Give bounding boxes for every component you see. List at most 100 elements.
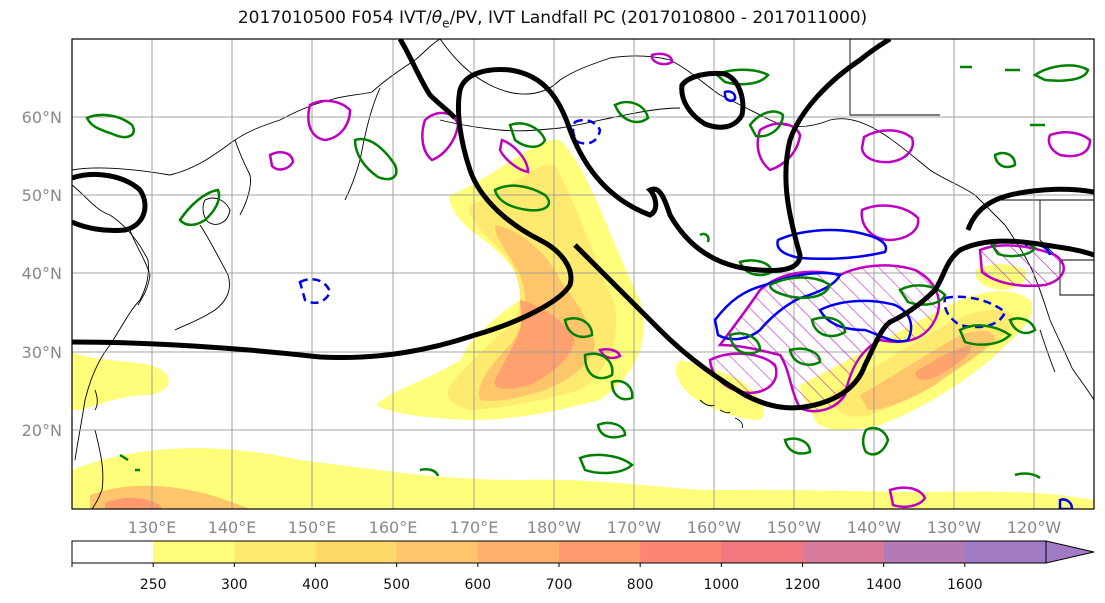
- te-blob-9: [596, 421, 627, 439]
- map-frame: [71, 38, 1095, 510]
- te-blob-3: [353, 137, 398, 181]
- map-plot-area: [72, 39, 1094, 509]
- ivt-250-tropics: [72, 448, 1094, 509]
- colorbar-segment: [477, 541, 560, 563]
- colorbar-segment: [964, 541, 1047, 563]
- colorbar-segment: [802, 541, 885, 563]
- lon-label: 150°E: [288, 518, 337, 537]
- ivt-600-tropics: [105, 497, 162, 509]
- title-suffix: /PV, IVT Landfall PC (2017010800 - 20170…: [449, 8, 868, 28]
- colorbar-label: 700: [546, 577, 573, 593]
- lat-label: 40°N: [22, 264, 62, 283]
- te-blob-6: [563, 317, 594, 339]
- colorbar-segment: [396, 541, 479, 563]
- colorbar-segment: [883, 541, 966, 563]
- lon-label: 160°E: [369, 518, 418, 537]
- te-blob-27: [960, 65, 1045, 127]
- pc-pos-blob-2: [860, 204, 920, 242]
- coast-aleutians: [439, 107, 681, 132]
- colorbar-label: 1200: [785, 577, 821, 593]
- pc-pos-blob-7: [498, 138, 530, 174]
- colorbar-label: 600: [464, 577, 491, 593]
- coast-asia-east: [72, 184, 149, 461]
- gridlines: [72, 39, 1094, 509]
- colorbar-label: 1400: [866, 577, 902, 593]
- colorbar-segment: [640, 541, 722, 563]
- pc-neg-blob-3: [818, 299, 913, 343]
- pv-contours: [72, 39, 1094, 411]
- te-blob-25: [993, 151, 1017, 169]
- ivt-250-mid-patch: [675, 360, 764, 420]
- pc-pos-blob-10: [650, 52, 674, 66]
- pc-pos-blob-3: [1047, 131, 1092, 158]
- lat-label: 30°N: [22, 343, 62, 362]
- ivt-250-west-edge: [72, 352, 169, 410]
- pv-contour-trough: [573, 238, 1094, 411]
- pv-contour-ne: [965, 186, 1094, 231]
- pc-pos-blob-1: [860, 129, 915, 164]
- lon-label: 140°W: [847, 518, 902, 537]
- te-blob-17: [728, 332, 762, 355]
- ivt-600-ar-east: [915, 345, 971, 380]
- te-blob-28: [1014, 472, 1041, 480]
- te-blob-5: [508, 122, 547, 148]
- colorbar-label: 1000: [704, 577, 740, 593]
- colorbar-label: 300: [221, 577, 248, 593]
- lon-label: 150°W: [767, 518, 822, 537]
- colorbar-extend-arrow: [1045, 540, 1095, 564]
- lon-label: 180°W: [527, 518, 582, 537]
- colorbar-label: 800: [627, 577, 654, 593]
- coast-korea: [129, 229, 151, 306]
- negative-pc-contours: [298, 90, 1074, 509]
- pc-neg-blob-5: [298, 278, 332, 304]
- lat-label: 60°N: [22, 108, 62, 127]
- colorbar-segment: [721, 541, 803, 563]
- coast-okhotsk: [234, 139, 251, 216]
- colorbar-segment: [315, 541, 398, 563]
- te-blob-23: [783, 437, 812, 455]
- te-blob-13: [748, 110, 785, 138]
- colorbar-segment: [559, 541, 641, 563]
- title-theta: θ: [431, 8, 443, 28]
- te-blob-4: [493, 184, 551, 212]
- pv-contour-main: [72, 39, 892, 360]
- pc-neg-blob-6: [943, 295, 1007, 329]
- pc-neg-blob-2: [713, 271, 842, 341]
- title-theta-subscript: e: [442, 16, 450, 31]
- te-blob-1: [85, 113, 135, 139]
- pv-contour-loop-nw: [72, 171, 148, 233]
- lon-label: 160°W: [687, 518, 742, 537]
- te-blob-2: [178, 188, 221, 227]
- colorbar-segment: [153, 541, 235, 563]
- colorbar-label: 500: [383, 577, 410, 593]
- pc-pos-blob-8: [268, 151, 295, 171]
- ivt-shading: [72, 139, 1094, 509]
- pc-pos-blob-12: [888, 486, 927, 508]
- pc-neg-blob-8: [1058, 498, 1074, 509]
- colorbar: 250 300 400 500 600 700 800 1000 1200 1400 1600: [71, 540, 1095, 593]
- pc-pos-blob-9: [756, 122, 802, 172]
- colorbar-label: 250: [140, 577, 167, 593]
- te-blob-18: [788, 347, 822, 366]
- te-blob-7: [583, 352, 614, 380]
- te-blob-24: [1032, 64, 1090, 82]
- ivt-600-ar-west: [494, 300, 575, 389]
- pc-neg-blob-1: [776, 228, 888, 260]
- te-blob-21: [1008, 317, 1037, 335]
- te-blob-20: [958, 324, 1012, 346]
- pv-contour-loop-n: [679, 70, 746, 130]
- pc-pos-blob-5: [307, 99, 352, 142]
- lat-label: 20°N: [22, 421, 62, 440]
- title-prefix: 2017010500 F054 IVT/: [237, 8, 432, 28]
- lon-label: 170°W: [607, 518, 662, 537]
- colorbar-label: 400: [302, 577, 329, 593]
- te-blob-15: [768, 276, 832, 300]
- te-blob-8: [610, 379, 634, 401]
- lon-label: 130°E: [128, 518, 177, 537]
- pv-contour-top: [397, 39, 457, 120]
- colorbar-segment: [72, 541, 154, 563]
- lon-labels: 130°E 140°E 150°E 160°E 170°E 180°W 170°W 160°W…: [128, 518, 1062, 537]
- coast-philippines: [91, 429, 104, 509]
- te-blob-10: [578, 453, 634, 475]
